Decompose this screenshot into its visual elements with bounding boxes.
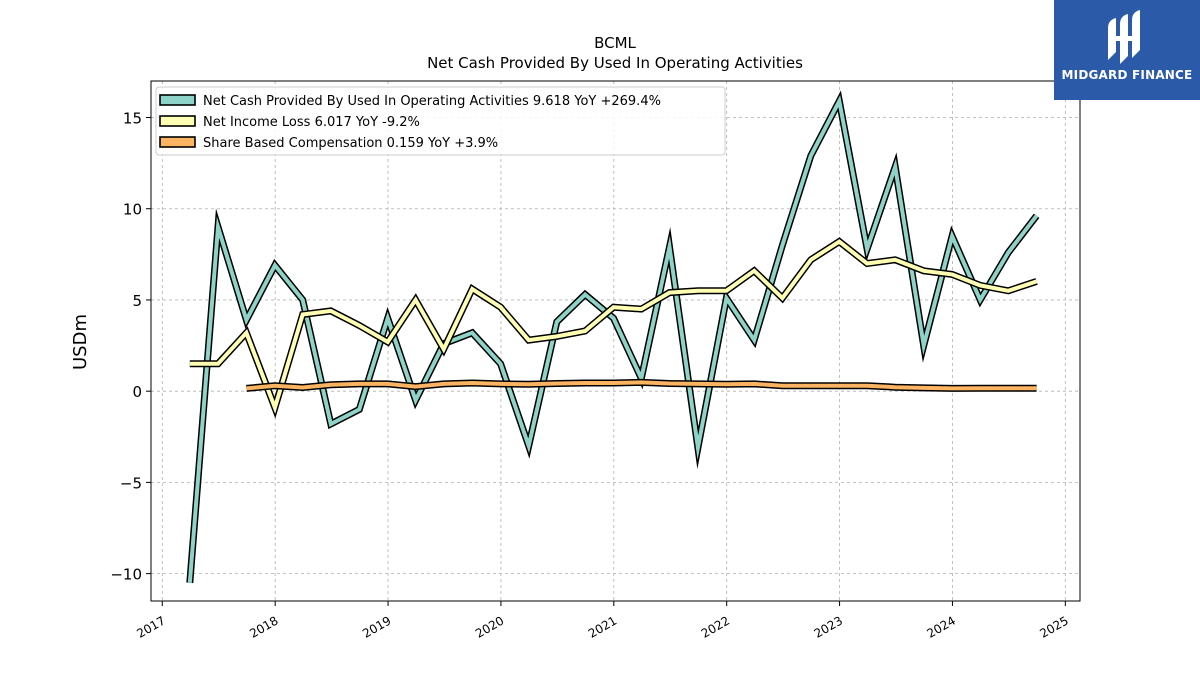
series-layer xyxy=(186,90,1040,584)
legend-entry: Net Income Loss 6.017 YoY -9.2% xyxy=(203,115,420,130)
x-tick-label: 2022 xyxy=(699,613,732,640)
series-line-1 xyxy=(187,95,1039,583)
x-tick-label: 2020 xyxy=(473,613,506,640)
legend-swatch xyxy=(159,94,196,106)
y-tick-label: 15 xyxy=(123,109,142,127)
brand-name: MIDGARD FINANCE xyxy=(1061,68,1193,82)
x-tick-label: 2021 xyxy=(586,613,619,640)
series-line-3 xyxy=(246,380,1037,391)
x-tick-label: 2018 xyxy=(247,613,280,640)
legend-box xyxy=(155,86,726,156)
series-line-outline xyxy=(186,90,1040,584)
legend-swatch xyxy=(159,115,196,127)
midgard-logo-icon xyxy=(1108,10,1140,64)
x-tick-label: 2017 xyxy=(134,613,167,640)
x-tick-label: 2024 xyxy=(924,613,957,640)
x-tick-label: 2023 xyxy=(812,613,845,640)
y-tick-label: −10 xyxy=(110,566,142,584)
legend-entry: Net Cash Provided By Used In Operating A… xyxy=(203,94,661,109)
series-line-2 xyxy=(189,239,1038,414)
y-tick-label: 0 xyxy=(132,383,142,401)
x-tick-label: 2019 xyxy=(360,613,393,640)
chart-title: BCML xyxy=(594,34,636,52)
y-tick-label: 10 xyxy=(123,201,142,219)
plot-frame xyxy=(150,80,1081,602)
grid xyxy=(151,81,1080,601)
chart-subtitle: Net Cash Provided By Used In Operating A… xyxy=(427,54,803,72)
y-tick-label: −5 xyxy=(120,474,142,492)
axis-ticks: −10 −5 0 5 10 15 2017 2018 2019 2020 2021 2022 2023 2… xyxy=(110,109,1070,640)
y-tick-label: 5 xyxy=(132,292,142,310)
legend-entry: Share Based Compensation 0.159 YoY +3.9% xyxy=(203,136,498,151)
legend-swatch xyxy=(159,136,196,148)
x-tick-label: 2025 xyxy=(1037,613,1070,640)
legend: Net Cash Provided By Used In Operating A… xyxy=(155,86,726,156)
brand-logo: MIDGARD FINANCE xyxy=(1054,0,1200,100)
y-axis-label: USDm xyxy=(70,314,91,370)
